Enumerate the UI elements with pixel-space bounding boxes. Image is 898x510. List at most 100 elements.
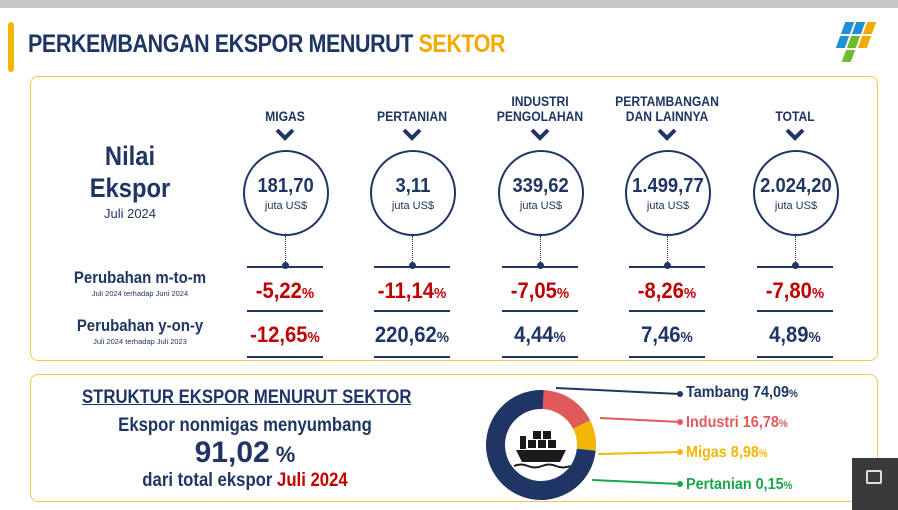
export-value: 1.499,77 bbox=[632, 174, 704, 197]
legend-migas: Migas 8,98% bbox=[686, 444, 768, 461]
yoy-change: 4,44% bbox=[514, 322, 566, 347]
chevron-down-icon bbox=[785, 128, 805, 141]
value-circle: 2.024,20 juta US$ bbox=[753, 150, 839, 236]
mtm-row-label: Perubahan m-to-m Juli 2024 terhadap Juni… bbox=[40, 268, 240, 298]
divider-line bbox=[374, 356, 450, 358]
donut-slice-industri bbox=[542, 390, 591, 429]
yoy-change: 220,62% bbox=[374, 322, 450, 347]
divider-line bbox=[502, 310, 578, 312]
struktur-line3: dari total ekspor Juli 2024 bbox=[142, 470, 348, 491]
top-bar bbox=[0, 0, 898, 8]
mtm-change: -11,14% bbox=[377, 278, 447, 303]
leader-dot-pertanian bbox=[677, 481, 683, 487]
value-unit: juta US$ bbox=[646, 199, 690, 212]
connector-line bbox=[795, 236, 796, 264]
connector-dot bbox=[792, 262, 799, 269]
yoy-note: Juli 2024 terhadap Juli 2023 bbox=[93, 337, 187, 346]
leader-dot-migas bbox=[677, 449, 683, 455]
chevron-down-icon bbox=[402, 128, 422, 141]
value-unit: juta US$ bbox=[391, 199, 435, 212]
sector-name: TOTAL bbox=[775, 109, 815, 124]
nilai-line1: Nilai bbox=[104, 141, 156, 171]
sector-name: MIGAS bbox=[265, 109, 305, 124]
divider-line bbox=[374, 310, 450, 312]
value-circle: 1.499,77 juta US$ bbox=[625, 150, 711, 236]
divider-line bbox=[247, 356, 323, 358]
export-value: 2.024,20 bbox=[760, 174, 832, 197]
nonmigas-share: 91,02 % bbox=[194, 436, 296, 469]
connector-dot bbox=[409, 262, 416, 269]
connector-line bbox=[667, 236, 668, 264]
mtm-change: -7,05% bbox=[510, 278, 570, 303]
divider-line bbox=[374, 266, 450, 268]
divider-line bbox=[247, 266, 323, 268]
mtm-change: -8,26% bbox=[637, 278, 697, 303]
divider-line bbox=[502, 356, 578, 358]
page-title: PERKEMBANGAN EKSPOR MENURUT SEKTOR bbox=[28, 30, 506, 58]
divider-line bbox=[757, 310, 833, 312]
value-unit: juta US$ bbox=[774, 199, 818, 212]
chevron-down-icon bbox=[530, 128, 550, 141]
chevron-down-icon bbox=[275, 128, 295, 141]
monitor-icon bbox=[866, 470, 882, 484]
struktur-line1: Ekspor nonmigas menyumbang bbox=[118, 415, 372, 436]
value-unit: juta US$ bbox=[264, 199, 308, 212]
yoy-row-label: Perubahan y-on-y Juli 2024 terhadap Juli… bbox=[40, 316, 240, 346]
struktur-title: STRUKTUR EKSPOR MENURUT SEKTOR bbox=[82, 387, 412, 408]
export-value: 3,11 bbox=[395, 174, 431, 197]
yoy-label: Perubahan y-on-y bbox=[76, 316, 204, 335]
divider-line bbox=[629, 310, 705, 312]
mtm-change: -7,80% bbox=[765, 278, 825, 303]
sector-name: PERTAMBANGAN DAN LAINNYA bbox=[615, 94, 719, 124]
export-structure-panel bbox=[30, 374, 878, 502]
mtm-change: -5,22% bbox=[255, 278, 315, 303]
connector-line bbox=[285, 236, 286, 264]
sector-name: PERTANIAN bbox=[376, 109, 447, 124]
connector-line bbox=[412, 236, 413, 264]
yoy-change: 7,46% bbox=[641, 322, 693, 347]
divider-line bbox=[629, 356, 705, 358]
yoy-change: -12,65% bbox=[250, 322, 320, 347]
chevron-down-icon bbox=[657, 128, 677, 141]
connector-dot bbox=[537, 262, 544, 269]
leader-line-industri bbox=[599, 417, 681, 423]
legend-industri: Industri 16,78% bbox=[686, 414, 788, 431]
divider-line bbox=[502, 266, 578, 268]
export-value-panel bbox=[30, 76, 878, 361]
leader-line-pertanian bbox=[591, 479, 681, 485]
value-circle: 339,62 juta US$ bbox=[498, 150, 584, 236]
export-value: 339,62 bbox=[512, 174, 570, 197]
value-circle: 3,11 juta US$ bbox=[370, 150, 456, 236]
divider-line bbox=[757, 356, 833, 358]
leader-dot-industri bbox=[677, 419, 683, 425]
divider-line bbox=[629, 266, 705, 268]
legend-leader-lines bbox=[555, 387, 683, 487]
mtm-note: Juli 2024 terhadap Juni 2024 bbox=[91, 289, 189, 298]
divider-line bbox=[757, 266, 833, 268]
connector-dot bbox=[664, 262, 671, 269]
nilai-period: Juli 2024 bbox=[103, 206, 157, 221]
cargo-ship-icon bbox=[513, 431, 571, 469]
title-accent-bar bbox=[8, 22, 14, 72]
yoy-change: 4,89% bbox=[769, 322, 821, 347]
sector-name: INDUSTRI PENGOLAHAN bbox=[496, 94, 584, 124]
connector-line bbox=[540, 236, 541, 264]
sector-donut-chart bbox=[486, 390, 596, 500]
legend-pertanian: Pertanian 0,15% bbox=[686, 476, 793, 493]
leader-line-tambang bbox=[555, 387, 681, 395]
export-value: 181,70 bbox=[257, 174, 315, 197]
value-unit: juta US$ bbox=[519, 199, 563, 212]
leader-dot-tambang bbox=[677, 391, 683, 397]
value-circle: 181,70 juta US$ bbox=[243, 150, 329, 236]
mtm-label: Perubahan m-to-m bbox=[73, 268, 207, 287]
nilai-line2: Ekspor bbox=[89, 173, 171, 203]
donut-slice-pertanian bbox=[576, 448, 596, 451]
nilai-ekspor-label: Nilai Ekspor Juli 2024 bbox=[60, 140, 200, 221]
connector-dot bbox=[282, 262, 289, 269]
donut-slice-tambang bbox=[486, 390, 596, 500]
donut-slice-migas bbox=[573, 420, 596, 451]
legend-tambang: Tambang 74,09% bbox=[686, 384, 798, 401]
leader-line-migas bbox=[597, 451, 681, 455]
divider-line bbox=[247, 310, 323, 312]
screen-corner-widget[interactable] bbox=[852, 458, 898, 510]
